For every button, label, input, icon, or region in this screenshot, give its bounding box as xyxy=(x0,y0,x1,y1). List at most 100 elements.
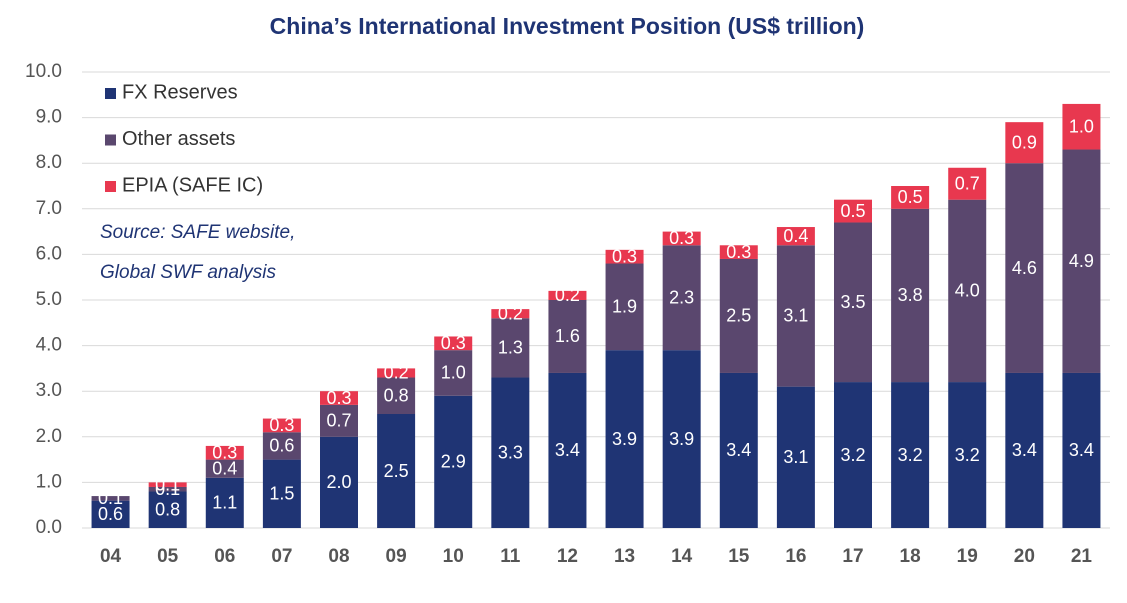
bar-segment xyxy=(548,372,587,528)
bar-segment xyxy=(91,500,130,528)
legend-label: EPIA (SAFE IC) xyxy=(122,174,263,196)
bar-segment xyxy=(434,395,473,528)
bar-segment xyxy=(148,482,187,487)
bar-segment xyxy=(834,382,872,528)
data-label: 4.6 xyxy=(1012,258,1037,278)
data-label: 3.2 xyxy=(955,445,980,465)
data-label: 0.8 xyxy=(155,500,180,520)
x-tick-label: 15 xyxy=(728,546,750,567)
bar-segment xyxy=(891,186,930,209)
data-label: 0.2 xyxy=(384,363,409,383)
annotation: Global SWF analysis xyxy=(100,262,276,283)
bar-segment xyxy=(434,350,473,396)
x-tick-label: 17 xyxy=(842,546,863,567)
annotation: Source: SAFE website, xyxy=(100,222,295,243)
data-label: 3.2 xyxy=(898,445,923,465)
bar-segment xyxy=(548,300,587,373)
data-label: 0.1 xyxy=(98,488,123,508)
legend-swatch xyxy=(105,134,116,146)
chart-title: China’s International Investment Positio… xyxy=(270,13,865,39)
bar-segment xyxy=(662,350,701,528)
data-label: 0.9 xyxy=(1012,132,1037,152)
data-label: 3.1 xyxy=(783,306,808,326)
data-label: 0.7 xyxy=(955,173,980,193)
y-tick-label: 3.0 xyxy=(36,380,62,401)
bar-segment xyxy=(148,486,187,492)
bar-segment xyxy=(205,445,244,460)
bar-segment xyxy=(834,222,872,383)
data-label: 0.4 xyxy=(212,458,237,478)
bar-segment xyxy=(719,372,758,528)
data-label: 2.5 xyxy=(726,306,751,326)
bar-segment xyxy=(491,318,530,378)
bar-segment xyxy=(1062,372,1101,528)
bar-segment xyxy=(262,432,301,460)
y-tick-label: 5.0 xyxy=(36,289,62,310)
data-label: 0.1 xyxy=(155,474,180,494)
bar-segment xyxy=(1062,149,1101,373)
data-label: 3.4 xyxy=(726,440,751,460)
bar-segment xyxy=(948,382,987,528)
x-tick-label: 09 xyxy=(386,546,407,567)
y-tick-label: 10.0 xyxy=(25,61,62,82)
data-label: 2.3 xyxy=(669,287,694,307)
x-tick-label: 07 xyxy=(271,546,292,567)
x-tick-label: 04 xyxy=(100,546,122,567)
data-label: 3.9 xyxy=(669,429,694,449)
data-label: 0.2 xyxy=(555,285,580,305)
y-tick-label: 9.0 xyxy=(36,107,62,128)
data-label: 1.3 xyxy=(498,338,523,358)
x-tick-label: 13 xyxy=(614,546,635,567)
bar-segment xyxy=(320,436,358,528)
x-tick-label: 11 xyxy=(500,546,521,567)
data-label: 3.4 xyxy=(1069,440,1094,460)
data-label: 0.3 xyxy=(326,388,351,408)
y-tick-label: 1.0 xyxy=(36,471,62,492)
x-tick-label: 21 xyxy=(1071,546,1093,567)
bar-segment xyxy=(719,258,758,373)
bar-segment xyxy=(491,309,530,319)
data-label: 0.6 xyxy=(269,436,294,456)
data-label: 0.3 xyxy=(269,415,294,435)
x-tick-label: 05 xyxy=(157,546,179,567)
data-label: 3.3 xyxy=(498,443,523,463)
bar-segment xyxy=(891,382,930,528)
x-tick-label: 18 xyxy=(900,546,921,567)
data-label: 0.3 xyxy=(669,228,694,248)
bar-segment xyxy=(262,459,301,528)
data-label: 3.9 xyxy=(612,429,637,449)
bar-segment xyxy=(1005,163,1044,373)
x-tick-label: 10 xyxy=(443,546,464,567)
data-label: 4.0 xyxy=(955,281,980,301)
data-label: 2.9 xyxy=(441,452,466,472)
bar-segment xyxy=(662,245,701,351)
bar-segment xyxy=(1005,372,1044,528)
bar-segment xyxy=(491,377,530,528)
bar-segment xyxy=(262,418,301,433)
bar-segment xyxy=(91,496,130,501)
y-tick-label: 4.0 xyxy=(36,335,62,356)
y-tick-label: 7.0 xyxy=(36,198,62,219)
bar-segment xyxy=(776,245,815,387)
legend-label: FX Reserves xyxy=(122,81,238,103)
data-label: 1.6 xyxy=(555,326,580,346)
data-label: 3.8 xyxy=(898,285,923,305)
bar-segment xyxy=(377,368,416,378)
x-tick-label: 12 xyxy=(557,546,578,567)
bar-segment xyxy=(148,491,187,528)
data-label: 0.6 xyxy=(98,504,123,524)
data-label: 4.9 xyxy=(1069,251,1094,271)
x-tick-label: 16 xyxy=(785,546,806,567)
bar-segment xyxy=(205,459,244,478)
data-label: 1.1 xyxy=(212,493,237,513)
data-label: 1.9 xyxy=(612,297,637,317)
bar-segment xyxy=(834,199,872,223)
data-label: 2.0 xyxy=(326,472,351,492)
data-label: 0.3 xyxy=(612,246,637,266)
data-label: 1.5 xyxy=(269,484,294,504)
bar-segment xyxy=(891,208,930,383)
bar-segment xyxy=(205,477,244,528)
data-label: 3.1 xyxy=(783,447,808,467)
legend-label: Other assets xyxy=(122,128,235,150)
